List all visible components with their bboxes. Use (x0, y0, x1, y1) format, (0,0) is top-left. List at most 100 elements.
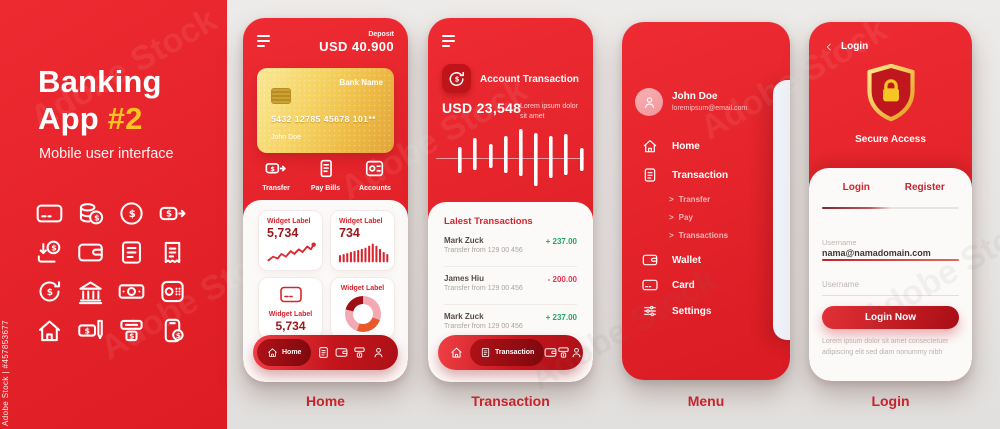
transactions-list-title: Lalest Transactions (444, 216, 533, 227)
username-input[interactable]: nama@namadomain.com (822, 248, 931, 258)
card-icon (642, 279, 658, 291)
submenu-transfer-label: Transfer (678, 195, 711, 204)
dollar-rotate-icon: $ (449, 71, 464, 86)
menu-hamburger-icon[interactable] (442, 35, 456, 50)
secure-access-caption: Secure Access (855, 134, 926, 145)
menu-item-card[interactable]: Card (642, 277, 695, 293)
title-line2: App (38, 100, 99, 136)
menu-item-transaction[interactable]: Transaction (642, 167, 728, 183)
card-chip-icon (271, 88, 291, 104)
title-line1: Banking (38, 64, 162, 99)
submenu-pay-label: Pay (678, 213, 693, 222)
transaction-row[interactable]: Mark Zuck Transfer from 129 00 456 + 237… (444, 236, 577, 264)
home-icon (38, 320, 61, 342)
login-now-button[interactable]: Login Now (822, 306, 959, 329)
receipt-icon (164, 241, 181, 264)
accounts-icon (365, 160, 384, 177)
widget3-label: Widget Label (268, 311, 313, 318)
svg-text:$: $ (94, 213, 99, 222)
svg-text:$: $ (270, 165, 275, 173)
tab-indicator (822, 207, 959, 209)
pay-bills-action[interactable]: Pay Bills (303, 159, 349, 192)
widget-donut-card: Widget Label (330, 277, 395, 339)
pay-bills-label: Pay Bills (310, 185, 341, 192)
widget2-value: 734 (339, 226, 360, 240)
card-holder: John Doe (271, 134, 301, 141)
coin-stack-icon: $ (79, 203, 104, 225)
transaction-row[interactable]: James Hiu Transfer from 129 00 456 - 200… (444, 274, 577, 302)
nav-transaction-icon (481, 347, 490, 358)
nav-atm-icon[interactable] (557, 346, 570, 359)
payee-detail: Transfer from 129 00 456 (444, 323, 523, 330)
menu-item-wallet[interactable]: Wallet (642, 252, 701, 268)
nav-home-active[interactable]: Home (257, 339, 312, 366)
mobile-payment-icon: $ (164, 318, 184, 343)
nav-transaction-active[interactable]: Transaction (470, 339, 545, 366)
atm-icon: $ (120, 319, 143, 342)
nav-wallet-icon[interactable] (544, 346, 557, 359)
nav-home-icon[interactable] (450, 346, 463, 359)
tab-register[interactable]: Register (904, 182, 945, 193)
menu-hamburger-icon[interactable] (257, 35, 271, 50)
menu-transaction-label: Transaction (672, 169, 729, 181)
chevron-right-icon: > (669, 195, 674, 204)
svg-text:$: $ (47, 288, 53, 298)
nav-user-icon[interactable] (570, 346, 583, 359)
submenu-transactions-label: Transactions (678, 231, 729, 240)
wallet-icon (642, 254, 658, 266)
nav-wallet-icon[interactable] (335, 346, 348, 359)
transfer-action[interactable]: $ Transfer (253, 159, 299, 192)
mini-credit-card-icon (279, 286, 302, 303)
nav-transaction-icon[interactable] (317, 346, 330, 359)
bank-icon (78, 281, 103, 305)
submenu-transactions[interactable]: > Transactions (669, 231, 728, 240)
username-underline (822, 259, 959, 261)
user-name: John Doe (672, 91, 718, 102)
caption-login: Login (871, 393, 910, 409)
tab-login[interactable]: Login (842, 182, 870, 193)
transfer-label: Transfer (262, 185, 290, 192)
nav-atm-icon[interactable] (353, 346, 366, 359)
submenu-transfer[interactable]: > Transfer (669, 195, 710, 204)
caption-transaction: Transaction (471, 393, 550, 409)
title-accent: #2 (107, 100, 143, 136)
watermark-credit: Adobe Stock | #457853677 (1, 320, 10, 426)
transaction-screen: $ Account Transaction USD 23,548 Lorem i… (428, 18, 593, 382)
widget2-label: Widget Label (339, 218, 383, 225)
row-amount: + 237.00 (545, 237, 577, 246)
transaction-row[interactable]: Mark Zuck Transfer from 129 00 456 + 237… (444, 312, 577, 340)
menu-item-settings[interactable]: Settings (642, 303, 711, 319)
chevron-right-icon: > (669, 231, 674, 240)
nav-transaction-label: Transaction (495, 349, 535, 356)
submenu-pay[interactable]: > Pay (669, 213, 693, 222)
widget4-label: Widget Label (340, 285, 385, 292)
transaction-note: Lorem ipsum dolor sit amet (520, 103, 578, 121)
transaction-badge: $ (442, 64, 471, 93)
back-button[interactable]: Login (824, 41, 868, 52)
row-divider (444, 304, 577, 305)
money-send-icon: $ (159, 206, 186, 221)
nav-home-label: Home (282, 349, 302, 356)
payee-detail: Transfer from 129 00 456 (444, 247, 523, 254)
transaction-bottom-nav: Transaction (438, 335, 583, 370)
widget1-line-chart (266, 241, 317, 265)
transaction-bottom-sheet: Lalest Transactions Mark Zuck Transfer f… (428, 202, 593, 382)
menu-screen: John Doe loremipsum@email.com Home Trans… (622, 22, 790, 380)
svg-text:$: $ (176, 331, 181, 340)
money-rotate-icon: $ (39, 281, 61, 302)
payee-detail: Transfer from 129 00 456 (444, 285, 523, 292)
deposit-value: USD 40.900 (319, 39, 394, 54)
password-label[interactable]: Username (822, 280, 859, 289)
svg-text:$: $ (166, 209, 172, 219)
nav-user-icon[interactable] (372, 346, 385, 359)
payee-name: Mark Zuck (444, 236, 484, 245)
widget-line-card: Widget Label 5,734 (258, 210, 323, 271)
avatar[interactable] (635, 88, 663, 116)
accounts-action[interactable]: Accounts (352, 159, 398, 192)
transaction-icon (644, 168, 656, 182)
menu-item-home[interactable]: Home (642, 138, 700, 154)
widget3-value: 5,734 (275, 319, 306, 333)
widget4-donut-chart (344, 296, 381, 332)
nav-icons (442, 346, 470, 359)
